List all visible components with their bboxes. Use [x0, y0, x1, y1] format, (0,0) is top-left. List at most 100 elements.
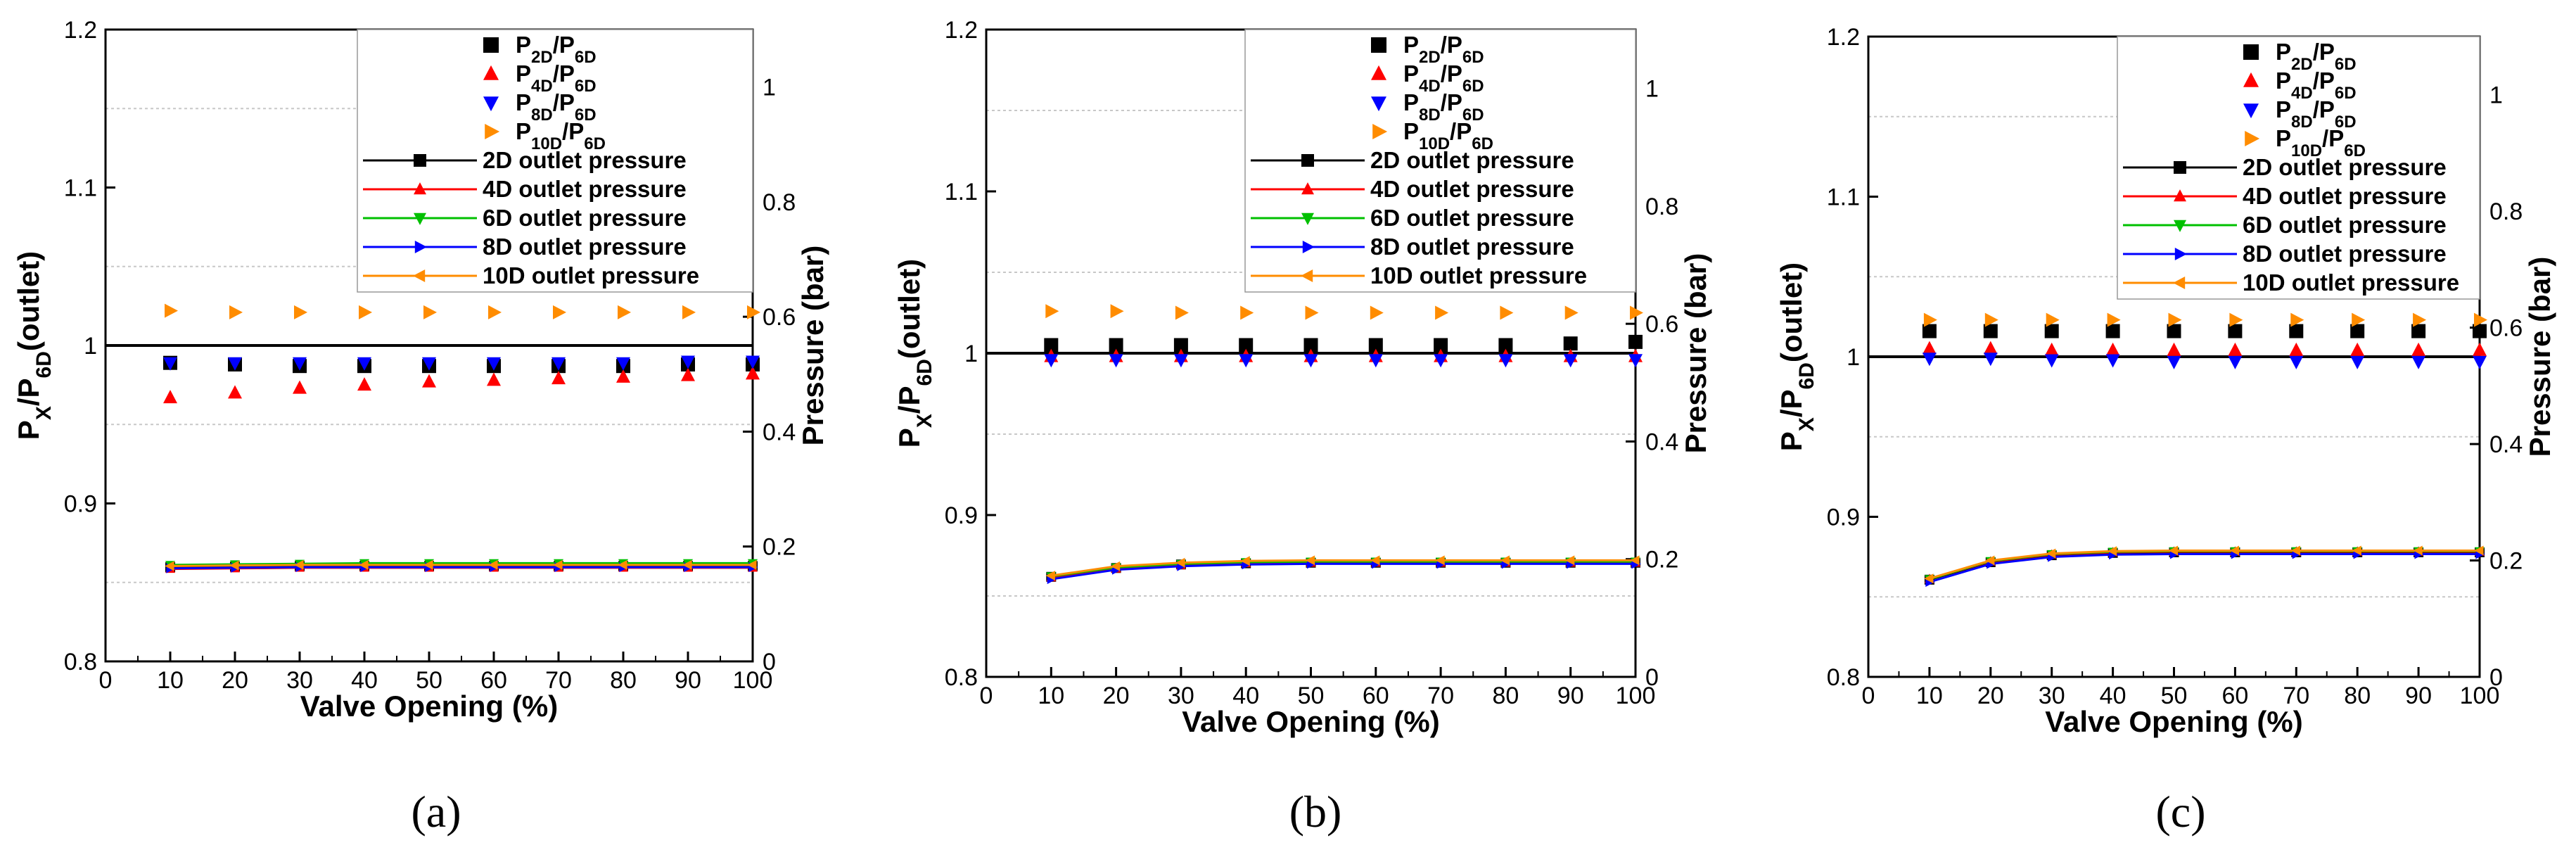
y-right-tick-label: 0.4	[1645, 428, 1678, 455]
y-right-tick-label: 0.8	[1645, 193, 1678, 220]
ratio-point	[357, 357, 371, 371]
ratio-point	[1434, 354, 1448, 368]
pressure-line-5	[1929, 549, 2480, 580]
ratio-point	[2473, 342, 2487, 356]
pressure-line-2	[1929, 550, 2480, 580]
pressure-point	[2352, 545, 2361, 556]
ratio-point	[1630, 305, 1643, 320]
pressure-point	[1500, 555, 1510, 566]
pressure-point	[682, 559, 692, 570]
pressure-point	[1305, 555, 1315, 566]
ratio-point	[747, 305, 760, 319]
ratio-point	[1563, 336, 1578, 351]
y-left-tick-label: 1.2	[64, 17, 97, 44]
pressure-line-4	[170, 566, 753, 570]
legend-marker	[1371, 65, 1386, 80]
ratio-point	[1173, 354, 1188, 368]
pressure-line-5	[170, 564, 753, 567]
legend-label: P10D/P6D	[516, 118, 606, 153]
legend-marker	[1301, 182, 1314, 195]
x-tick-label: 40	[2100, 683, 2127, 709]
y-right-axis-label: Pressure (bar)	[1679, 253, 1712, 454]
ratio-point	[163, 357, 177, 371]
panel-label: (c)	[2155, 787, 2205, 837]
x-axis-label: Valve Opening (%)	[1182, 705, 1439, 738]
y-left-axis-label: PX/P6D(outlet)	[12, 251, 56, 440]
x-tick-label: 10	[157, 667, 184, 694]
ratio-point	[2046, 312, 2060, 327]
x-tick-label: 80	[2344, 683, 2371, 709]
pressure-point	[1924, 573, 1934, 584]
legend-marker	[2174, 220, 2186, 232]
ratio-point	[487, 372, 501, 386]
legend-label: 10D outlet pressure	[1370, 262, 1587, 288]
ratio-point	[1368, 354, 1383, 368]
ratio-point	[1239, 354, 1254, 368]
ratio-point	[682, 305, 696, 319]
ratio-point	[551, 371, 566, 385]
ratio-point	[1435, 305, 1449, 320]
x-tick-label: 100	[1616, 683, 1656, 709]
ratio-point	[1922, 353, 1937, 367]
ratio-point	[1983, 324, 1998, 338]
ratio-point	[2352, 312, 2366, 327]
ratio-point	[2228, 355, 2243, 369]
ratio-point	[2167, 342, 2181, 356]
ratio-point	[1370, 305, 1384, 320]
pressure-point	[488, 559, 498, 570]
x-tick-label: 30	[286, 667, 313, 694]
pressure-point	[1630, 555, 1640, 566]
legend-marker	[414, 241, 427, 253]
x-tick-label: 60	[2221, 683, 2248, 709]
y-left-tick-label: 1.1	[1827, 184, 1860, 211]
legend-marker	[414, 182, 426, 195]
ratio-point	[2168, 312, 2182, 327]
y-left-tick-label: 1.1	[945, 179, 978, 205]
legend-label: 6D outlet pressure	[2243, 212, 2447, 238]
pressure-line-3	[170, 561, 753, 566]
ratio-point	[1303, 338, 1318, 353]
ratio-point	[163, 390, 177, 404]
chart-panel-a: 0 10 20 30 40 50 60 70 80 90 100 0.8 0.9 1 1.1 1.2 0 0.2 0…	[12, 17, 829, 837]
y-right-tick-label: 0.2	[763, 534, 796, 561]
ratio-point	[1434, 338, 1448, 353]
y-left-tick-label: 1.2	[945, 17, 978, 44]
chart-panel-b: 0 10 20 30 40 50 60 70 80 90 100 0.8 0.9 1 1.1 1.2 0 0.2 0…	[893, 17, 1712, 837]
ratio-point	[1044, 338, 1059, 353]
pressure-point	[747, 559, 757, 570]
ratio-point	[228, 357, 242, 371]
ratio-point	[2044, 324, 2059, 338]
ratio-point	[2289, 342, 2304, 356]
ratio-point	[2413, 312, 2427, 327]
legend-label: 10D outlet pressure	[483, 262, 699, 288]
ratio-point	[2289, 355, 2304, 369]
legend-marker	[483, 96, 499, 112]
ratio-point	[2411, 342, 2426, 356]
y-right-tick-label: 1	[2489, 82, 2503, 109]
ratio-point	[2290, 312, 2304, 327]
ratio-point	[2105, 324, 2120, 338]
pressure-point	[2474, 545, 2484, 556]
x-tick-label: 0	[99, 667, 113, 694]
pressure-point	[1435, 555, 1445, 566]
ratio-point	[487, 357, 501, 371]
legend-marker	[483, 65, 499, 80]
pressure-line-3	[1051, 560, 1635, 578]
ratio-point	[2289, 324, 2304, 338]
x-tick-label: 60	[1363, 683, 1389, 709]
pressure-line-4	[1051, 562, 1635, 580]
y-right-tick-label: 0.2	[2489, 548, 2523, 575]
x-tick-label: 80	[610, 667, 637, 694]
legend-label: P8D/P6D	[1403, 89, 1484, 125]
x-tick-label: 40	[351, 667, 378, 694]
x-tick-label: 10	[1038, 683, 1064, 709]
x-axis-label: Valve Opening (%)	[2045, 705, 2302, 738]
ratio-point	[1109, 354, 1123, 368]
legend-label: 10D outlet pressure	[2243, 269, 2459, 296]
legend-marker	[2174, 248, 2187, 260]
legend-marker	[414, 154, 426, 167]
legend-label: 8D outlet pressure	[2243, 241, 2447, 267]
